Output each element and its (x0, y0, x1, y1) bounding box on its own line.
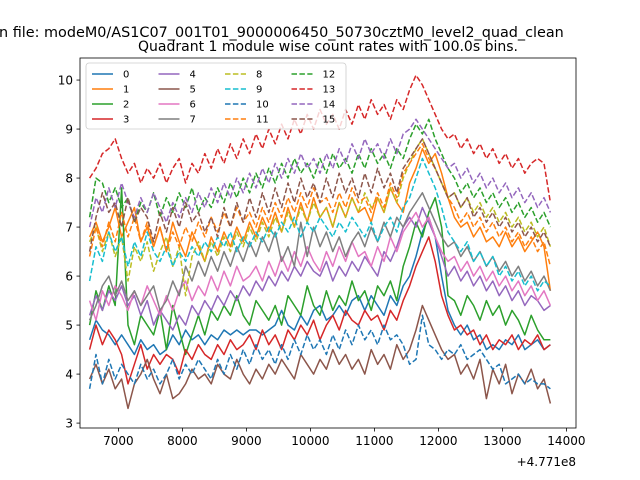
series-line-5 (88, 304, 552, 410)
legend-label: 8 (256, 70, 262, 81)
y-tick-label: 8 (65, 171, 73, 185)
x-tick-label: 8000 (167, 434, 198, 448)
series-line-6 (88, 211, 552, 321)
x-tick-label: 7000 (103, 434, 134, 448)
x-tick-label: 9000 (231, 434, 262, 448)
x-tick-label: 10000 (291, 434, 329, 448)
legend-label: 5 (190, 85, 196, 96)
legend-label: 7 (190, 115, 196, 126)
series-line-12 (88, 118, 552, 228)
series-line-9 (88, 157, 551, 292)
y-tick-label: 6 (65, 269, 73, 283)
legend-label: 13 (323, 85, 336, 96)
chart-title: Quadrant 1 module wise count rates with … (138, 39, 518, 55)
legend-label: 3 (123, 115, 129, 126)
legend-label: 12 (323, 70, 336, 81)
series-layer (88, 74, 552, 410)
series-line-15 (88, 138, 552, 252)
x-axis: 7000 8000 9000 10000 11000 12000 13000 14000 (103, 428, 585, 448)
legend-label: 10 (256, 100, 269, 111)
x-tick-label: 11000 (355, 434, 393, 448)
y-tick-label: 3 (65, 416, 73, 430)
legend-label: 0 (123, 70, 129, 81)
series-line-10 (88, 314, 551, 390)
legend-label: 9 (256, 85, 262, 96)
x-tick-label: 14000 (547, 434, 585, 448)
legend-box (85, 62, 347, 130)
series-line-2 (88, 187, 551, 356)
y-tick-label: 7 (65, 220, 73, 234)
x-tick-label: 13000 (483, 434, 521, 448)
series-line-4 (88, 206, 551, 331)
legend-label: 14 (323, 100, 336, 111)
y-tick-label: 5 (65, 318, 73, 332)
series-line-8 (88, 138, 552, 297)
plot-frame (79, 57, 577, 429)
x-offset-label: +4.771e8 (517, 455, 576, 469)
legend-label: 15 (323, 115, 336, 126)
legend-label: 6 (190, 100, 196, 111)
series-line-0 (88, 216, 551, 356)
y-tick-label: 4 (65, 367, 73, 381)
legend-label: 1 (123, 85, 129, 96)
figure-suptitle: n file: modeM0/AS1C07_001T01_9000006450_… (0, 25, 564, 41)
legend-label: 2 (123, 100, 129, 111)
x-tick-label: 12000 (419, 434, 457, 448)
y-axis: 3 4 5 6 7 8 9 10 (58, 73, 80, 430)
y-tick-label: 9 (65, 122, 73, 136)
series-line-3 (88, 236, 551, 385)
series-line-14 (88, 118, 552, 228)
legend-label: 11 (256, 115, 269, 126)
y-tick-label: 10 (58, 73, 73, 87)
legend-label: 4 (190, 70, 196, 81)
